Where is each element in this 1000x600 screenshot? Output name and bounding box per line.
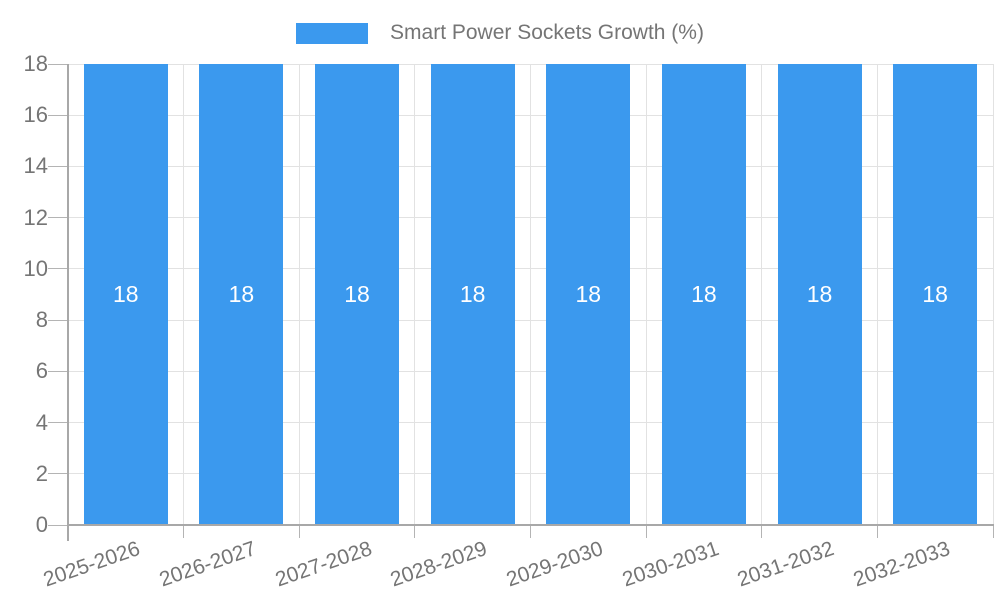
y-tick-mark [48,268,68,270]
y-tick-mark [48,473,68,475]
y-axis-tick-label: 2 [35,460,48,486]
x-axis-tick-label: 2032-2033 [850,537,953,592]
bar: 18 [315,64,400,524]
x-gridline [645,64,647,525]
y-axis-tick-label: 8 [35,307,48,333]
x-tick-mark [876,526,878,538]
x-axis-tick-label: 2030-2031 [618,537,722,592]
x-gridline [876,64,878,525]
y-axis-tick-label: 12 [23,204,48,230]
bar-value-label: 18 [691,281,717,307]
bar-value-label: 18 [113,281,139,307]
y-tick-mark [48,524,68,526]
x-tick-mark [183,526,185,538]
legend: Smart Power Sockets Growth (%) [0,21,1000,45]
y-tick-mark [48,422,68,424]
bar-value-label: 18 [459,281,486,307]
y-axis-tick-label: 18 [23,51,48,76]
x-gridline [530,64,531,525]
y-tick-mark [48,63,68,65]
bar: 18 [546,64,631,524]
x-tick-mark [530,526,531,538]
x-axis-tick-label: 2031-2032 [734,537,838,592]
bar-value-label: 18 [344,281,370,307]
bar: 18 [83,64,168,524]
bar-value-label: 18 [922,281,948,307]
y-axis-tick-label: 16 [23,102,48,128]
legend-swatch [296,22,369,44]
bar-value-label: 18 [228,281,255,307]
y-axis-line [67,64,69,541]
x-axis-tick-label: 2025-2026 [40,537,144,592]
bar-value-label: 18 [575,281,602,307]
x-gridline [761,64,763,525]
y-axis-tick-label: 10 [23,255,48,281]
bar: 18 [893,64,978,524]
x-axis-tick-label: 2029-2030 [503,537,606,592]
y-tick-mark [48,217,68,219]
legend-label: Smart Power Sockets Growth (%) [390,21,704,44]
x-axis-line [67,524,994,526]
y-tick-mark [48,319,68,321]
bar: 18 [777,64,862,524]
x-tick-mark [298,526,300,538]
x-axis-tick-label: 2028-2029 [387,537,491,592]
bar-value-label: 18 [806,281,833,307]
x-gridline [183,64,185,525]
x-tick-mark [414,526,416,538]
bar: 18 [199,64,284,524]
x-tick-mark [992,526,994,538]
bar: 18 [430,64,515,524]
x-gridline [992,64,994,525]
x-gridline [298,64,300,525]
y-axis-tick-label: 4 [35,409,48,435]
x-gridline [414,64,416,525]
bar: 18 [661,64,746,524]
x-axis-tick-label: 2026-2027 [156,537,259,592]
y-tick-mark [48,165,68,167]
x-tick-mark [761,526,763,538]
x-tick-mark [645,526,647,538]
y-tick-mark [48,114,68,116]
y-axis-tick-label: 0 [35,512,48,537]
x-axis-tick-label: 2027-2028 [272,537,375,592]
y-tick-mark [48,370,68,372]
y-axis-tick-label: 14 [23,153,48,179]
y-axis-tick-label: 6 [35,358,48,384]
